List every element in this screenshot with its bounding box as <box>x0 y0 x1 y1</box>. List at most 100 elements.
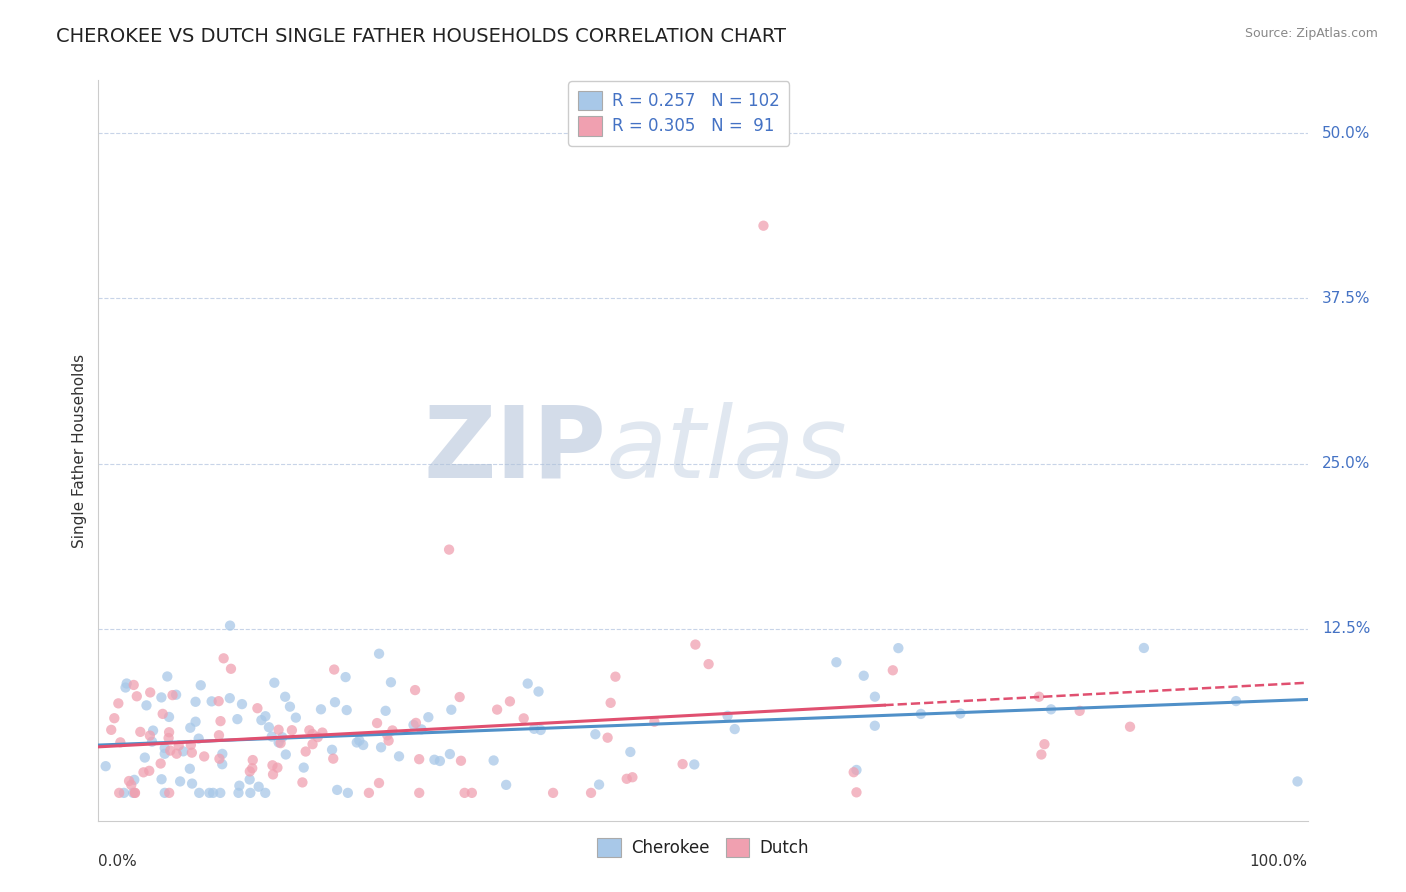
Point <box>605 670 627 684</box>
Point <box>349 733 371 747</box>
Point <box>110 735 132 749</box>
Point <box>523 722 546 736</box>
Point <box>335 670 357 684</box>
Point <box>150 690 173 705</box>
Point <box>190 678 212 692</box>
Point <box>599 696 621 710</box>
Point <box>357 786 380 800</box>
Point <box>120 778 142 792</box>
Point <box>274 747 297 762</box>
Point <box>100 723 122 737</box>
Point <box>198 786 221 800</box>
Point <box>118 774 141 789</box>
Point <box>150 772 173 787</box>
Point <box>579 786 602 800</box>
Point <box>326 783 349 797</box>
Point <box>322 752 344 766</box>
Point <box>404 683 426 698</box>
Point <box>152 706 174 721</box>
Point <box>863 690 886 704</box>
Point <box>882 663 904 677</box>
Point <box>208 694 231 708</box>
Point <box>842 765 865 780</box>
Point <box>246 701 269 715</box>
Point <box>267 735 290 749</box>
Point <box>643 714 665 729</box>
Point <box>167 739 190 753</box>
Point <box>179 762 201 776</box>
Point <box>453 786 475 800</box>
Point <box>346 735 368 749</box>
Point <box>292 761 315 775</box>
Legend: Cherokee, Dutch: Cherokee, Dutch <box>591 831 815 864</box>
Point <box>588 778 610 792</box>
Point <box>309 702 332 716</box>
Point <box>211 757 233 772</box>
Point <box>267 723 290 737</box>
Point <box>619 745 641 759</box>
Point <box>188 786 211 800</box>
Point <box>311 725 333 739</box>
Point <box>153 741 176 756</box>
Point <box>366 716 388 731</box>
Point <box>209 714 232 728</box>
Point <box>179 721 201 735</box>
Point <box>388 749 411 764</box>
Point <box>250 713 273 727</box>
Point <box>368 776 391 790</box>
Text: atlas: atlas <box>606 402 848 499</box>
Point <box>139 685 162 699</box>
Point <box>172 744 194 758</box>
Y-axis label: Single Father Households: Single Father Households <box>72 353 87 548</box>
Point <box>291 775 314 789</box>
Point <box>122 678 145 692</box>
Point <box>495 778 517 792</box>
Point <box>153 786 176 800</box>
Point <box>108 786 131 800</box>
Point <box>530 723 553 737</box>
Point <box>211 747 233 761</box>
Point <box>219 662 242 676</box>
Point <box>240 761 263 775</box>
Point <box>887 641 910 656</box>
Point <box>377 733 399 747</box>
Text: 0.0%: 0.0% <box>98 854 138 869</box>
Text: 50.0%: 50.0% <box>1322 126 1371 141</box>
Point <box>219 618 242 632</box>
Point <box>180 746 202 760</box>
Point <box>208 752 231 766</box>
Point <box>323 663 346 677</box>
Point <box>298 723 321 738</box>
Point <box>583 727 606 741</box>
Point <box>685 638 707 652</box>
Point <box>1286 774 1309 789</box>
Point <box>124 786 146 800</box>
Point <box>323 695 346 709</box>
Point <box>228 786 250 800</box>
Point <box>440 703 463 717</box>
Point <box>166 747 188 761</box>
Point <box>271 731 294 745</box>
Point <box>156 669 179 683</box>
Point <box>516 676 538 690</box>
Point <box>482 754 505 768</box>
Point <box>134 750 156 764</box>
Point <box>263 675 285 690</box>
Point <box>408 786 430 800</box>
Point <box>209 786 232 800</box>
Point <box>429 754 451 768</box>
Point <box>301 737 323 751</box>
Point <box>411 723 433 737</box>
Point <box>450 754 472 768</box>
Point <box>266 761 288 775</box>
Point <box>115 676 138 690</box>
Point <box>202 786 225 800</box>
Point <box>184 695 207 709</box>
Point <box>262 767 284 781</box>
Point <box>301 727 323 741</box>
Point <box>242 753 264 767</box>
Point <box>1028 690 1050 704</box>
Point <box>845 785 868 799</box>
Point <box>226 712 249 726</box>
Point <box>616 772 638 786</box>
